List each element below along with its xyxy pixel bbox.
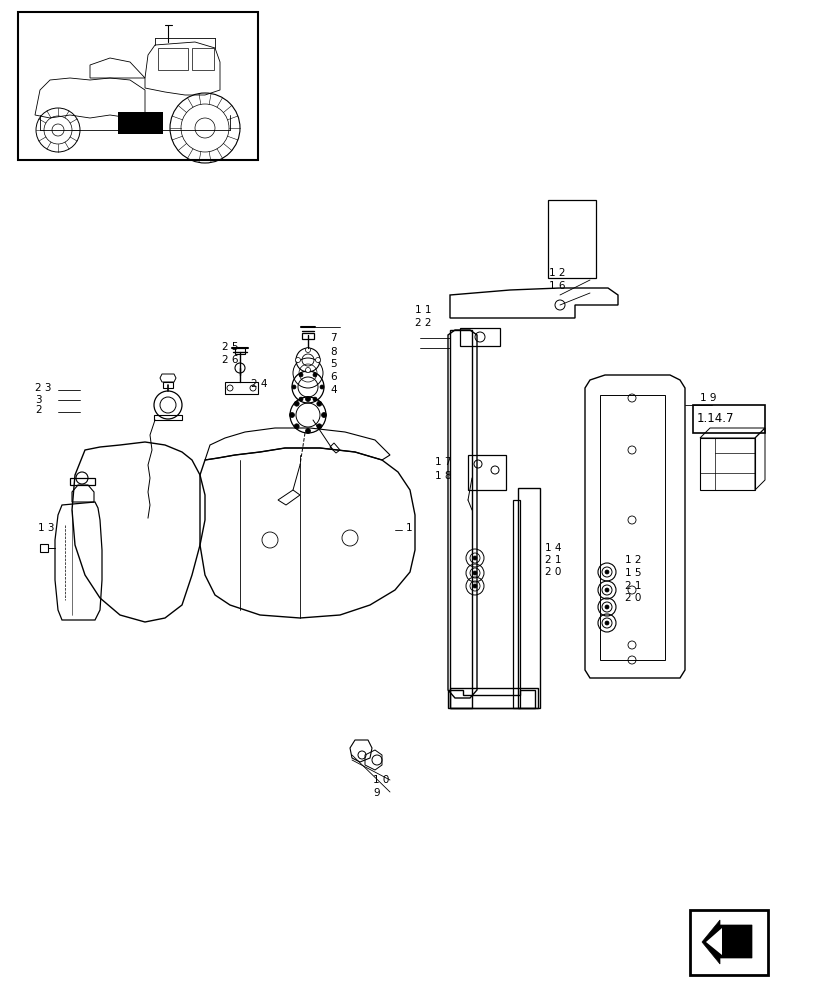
Text: 9: 9 (372, 788, 379, 798)
Text: 1 5: 1 5 (624, 568, 641, 578)
Bar (449, 688, 538, 708)
Bar (118, 112, 163, 134)
Circle shape (295, 358, 300, 362)
Text: 1: 1 (405, 523, 412, 533)
Bar (158, 48, 188, 70)
Text: 2 1: 2 1 (624, 581, 641, 591)
Circle shape (605, 621, 609, 625)
Circle shape (317, 401, 322, 406)
Text: 1 7: 1 7 (434, 457, 451, 467)
Circle shape (315, 358, 320, 362)
Bar (547, 200, 595, 278)
Circle shape (305, 428, 310, 434)
Bar (18, 12, 258, 160)
Text: 6: 6 (330, 372, 337, 382)
Circle shape (605, 605, 609, 609)
Text: 2 0: 2 0 (624, 593, 641, 603)
Circle shape (319, 385, 323, 389)
Bar (302, 333, 313, 339)
Bar (449, 330, 471, 708)
Text: 3: 3 (35, 395, 41, 405)
Circle shape (313, 397, 317, 401)
Text: 1.14.7: 1.14.7 (696, 412, 734, 426)
Circle shape (605, 588, 609, 592)
Circle shape (294, 424, 299, 429)
Text: 2 1: 2 1 (544, 555, 561, 565)
Circle shape (305, 348, 310, 353)
Circle shape (321, 412, 326, 418)
Circle shape (472, 584, 476, 588)
Circle shape (472, 571, 476, 575)
Text: 2 0: 2 0 (544, 567, 561, 577)
Text: 7: 7 (330, 333, 337, 343)
Circle shape (317, 424, 322, 429)
Circle shape (289, 412, 294, 418)
Circle shape (299, 373, 303, 377)
Polygon shape (705, 928, 721, 955)
Text: 1 8: 1 8 (434, 471, 451, 481)
Text: 2 5: 2 5 (222, 342, 238, 352)
Bar (192, 48, 213, 70)
Polygon shape (701, 920, 751, 964)
Text: 1 4: 1 4 (544, 543, 561, 553)
Text: 1 6: 1 6 (548, 281, 565, 291)
Text: 1 2: 1 2 (624, 555, 641, 565)
Circle shape (299, 397, 303, 401)
Text: 1 1: 1 1 (414, 305, 431, 315)
Text: 2 6: 2 6 (222, 355, 238, 365)
Text: 2: 2 (35, 405, 41, 415)
Bar (518, 488, 539, 708)
Circle shape (294, 401, 299, 406)
Bar (699, 438, 754, 490)
Circle shape (605, 570, 609, 574)
Circle shape (305, 367, 310, 372)
Text: 8: 8 (330, 347, 337, 357)
Text: 1 0: 1 0 (372, 775, 389, 785)
Text: 2 2: 2 2 (414, 318, 431, 328)
Bar (689, 910, 767, 975)
Bar (235, 348, 245, 354)
Bar (467, 455, 505, 490)
Text: 4: 4 (330, 385, 337, 395)
Text: 2 4: 2 4 (251, 379, 267, 389)
Text: 5: 5 (330, 359, 337, 369)
Circle shape (313, 373, 317, 377)
Circle shape (292, 385, 295, 389)
Text: 1 2: 1 2 (548, 268, 565, 278)
Bar (460, 328, 500, 346)
Text: 1 9: 1 9 (699, 393, 715, 403)
Bar (163, 382, 173, 388)
Bar (40, 544, 48, 552)
Text: 2 3: 2 3 (35, 383, 51, 393)
Bar (692, 405, 764, 433)
Circle shape (305, 396, 310, 401)
Circle shape (472, 556, 476, 560)
Text: 1 3: 1 3 (38, 523, 55, 533)
